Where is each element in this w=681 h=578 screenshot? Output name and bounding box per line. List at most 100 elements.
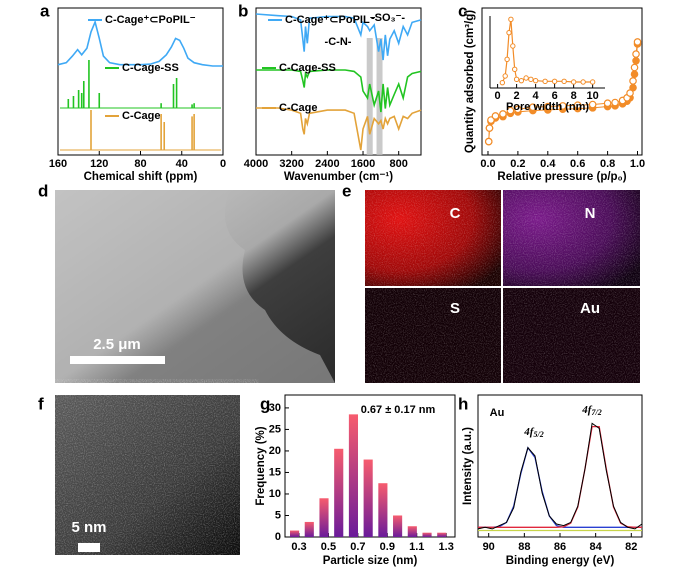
x-tick-label: 6 xyxy=(552,90,558,102)
x-tick-label: 1.0 xyxy=(630,158,645,170)
y-tick-label: 0 xyxy=(275,531,281,543)
inset-point xyxy=(589,79,596,85)
isotherm-point xyxy=(573,101,582,109)
inset-point xyxy=(532,77,539,84)
panel-letter: h xyxy=(458,394,468,413)
x-tick-label: 0.6 xyxy=(570,158,585,170)
inset-point xyxy=(504,56,510,63)
x-tick-label: 120 xyxy=(90,158,108,170)
x-axis-title: Wavenumber (cm⁻¹) xyxy=(284,171,393,183)
inset-point xyxy=(499,79,506,86)
isotherm-point xyxy=(632,50,640,58)
panel-letter: b xyxy=(238,1,248,20)
xps-line xyxy=(477,422,643,530)
x-tick-label: 84 xyxy=(590,541,603,553)
map-label: Au xyxy=(580,300,600,317)
isotherm-point xyxy=(484,137,493,146)
y-tick-label: 15 xyxy=(269,466,281,478)
plot-frame xyxy=(255,7,422,156)
x-tick-label: 0.3 xyxy=(291,541,306,553)
isotherm-point xyxy=(611,98,619,107)
x-tick-label: 82 xyxy=(625,541,637,553)
inset-point xyxy=(502,73,508,79)
inset-point xyxy=(513,76,520,83)
y-tick-label: 5 xyxy=(275,509,281,521)
plot-frame xyxy=(481,7,643,156)
x-tick-label: 2400 xyxy=(315,158,339,170)
histogram-bar xyxy=(319,498,329,537)
histogram-bar xyxy=(378,483,388,537)
isotherm-point xyxy=(514,105,522,114)
isotherm-point xyxy=(632,56,640,65)
x-tick-label: 0.2 xyxy=(510,158,525,170)
annotation: 0.67 ± 0.17 nm xyxy=(361,404,436,416)
x-tick-label: 40 xyxy=(176,158,188,170)
isotherm-point xyxy=(630,70,639,79)
panel-letter: e xyxy=(342,181,351,200)
histogram-bar xyxy=(304,521,314,537)
inset-point xyxy=(510,43,516,49)
histogram-bar xyxy=(407,526,417,537)
legend-label: C-Cage xyxy=(279,102,318,114)
y-tick-label: 20 xyxy=(269,445,281,457)
spectrum-line xyxy=(256,69,422,113)
panel-letter: f xyxy=(38,394,44,413)
inset-point xyxy=(580,79,586,85)
inset-point xyxy=(508,16,514,23)
annotation: -C-N- xyxy=(325,36,352,48)
x-tick-label: 0.4 xyxy=(540,158,556,170)
scale-bar-label: 2.5 μm xyxy=(93,336,141,353)
isotherm-point xyxy=(603,99,612,107)
inset-point xyxy=(561,78,567,85)
y-tick-label: 10 xyxy=(269,488,281,500)
histogram-bar xyxy=(290,530,300,537)
x-tick-label: 3200 xyxy=(279,158,303,170)
annotation: -SO₃⁻- xyxy=(371,12,405,24)
peak-label: 4f5/2 xyxy=(523,426,543,439)
x-tick-label: 0 xyxy=(220,158,226,170)
scale-bar-label: 5 nm xyxy=(71,519,106,536)
inset-point xyxy=(518,77,525,84)
x-tick-label: 88 xyxy=(518,541,530,553)
panel-letter: a xyxy=(40,1,50,20)
legend-label: C-Cage-SS xyxy=(279,62,336,74)
histogram-bar xyxy=(363,459,373,537)
inset-point xyxy=(542,78,548,85)
isotherm-point xyxy=(633,38,642,46)
map-label: C xyxy=(450,205,461,222)
panel-letter: d xyxy=(38,181,48,200)
eds-noise xyxy=(365,190,640,383)
isotherm-point xyxy=(543,102,552,111)
x-tick-label: 2 xyxy=(514,90,520,102)
x-tick-label: 86 xyxy=(554,541,566,553)
y-tick-label: 30 xyxy=(269,402,281,414)
isotherm-point xyxy=(506,106,515,115)
x-axis-title: Particle size (nm) xyxy=(323,555,418,567)
isotherm-point xyxy=(499,110,507,118)
sem-particle xyxy=(55,190,335,383)
legend-label: C-Cage xyxy=(122,110,161,122)
xps-line xyxy=(478,425,642,528)
inset-point xyxy=(528,76,534,83)
isotherm-point xyxy=(558,102,567,110)
inset-point xyxy=(551,78,558,85)
x-tick-label: 8 xyxy=(571,90,577,102)
histogram-bar xyxy=(348,414,359,537)
y-axis-title: Intensity (a.u.) xyxy=(462,427,474,505)
y-axis-title: Quantity adsorbed (cm³/g) xyxy=(464,10,476,153)
inset-point xyxy=(512,66,518,73)
isotherm-point xyxy=(626,89,634,97)
plot-frame xyxy=(57,7,224,156)
element-label: Au xyxy=(490,407,505,419)
panel-letter: c xyxy=(458,1,467,20)
isotherm-line xyxy=(488,41,638,142)
x-tick-label: 0.9 xyxy=(380,541,395,553)
x-axis-title: Chemical shift (ppm) xyxy=(84,171,198,183)
x-tick-label: 90 xyxy=(483,541,495,553)
highlight-band xyxy=(366,38,373,155)
x-tick-label: 160 xyxy=(49,158,67,170)
legend-label: C-Cage⁺⊂PoPIL⁻ xyxy=(105,14,196,26)
scale-bar xyxy=(70,356,165,364)
x-tick-label: 4000 xyxy=(244,158,268,170)
x-tick-label: 0.8 xyxy=(600,158,615,170)
